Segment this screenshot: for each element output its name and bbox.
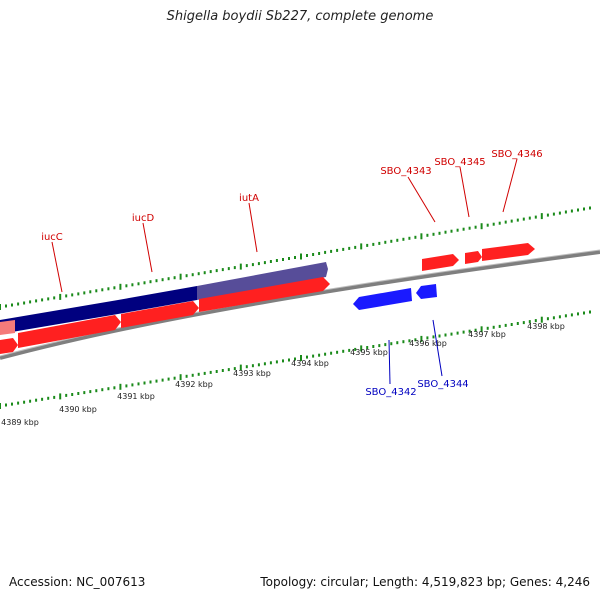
forward-gene-4 xyxy=(199,277,330,312)
outer-tick-ring xyxy=(0,206,591,310)
leader-iutA xyxy=(248,202,258,253)
map-title: Shigella boydii Sb227, complete genome xyxy=(166,9,434,24)
leader-SBO_4346 xyxy=(502,158,518,213)
leader-iucC xyxy=(51,241,63,293)
forward-gene-2 xyxy=(18,315,121,348)
forward-gene-SBO_4343 xyxy=(422,254,459,271)
reverse-gene-SBO_4344 xyxy=(416,284,437,299)
kbp-label: 4391 kbp xyxy=(117,392,155,401)
forward-gene-3 xyxy=(121,301,199,328)
forward-gene-1 xyxy=(0,338,18,354)
kbp-label: 4398 kbp xyxy=(527,322,565,331)
label-iucD: iucD xyxy=(132,213,155,224)
label-SBO_4344: SBO_4344 xyxy=(417,379,468,390)
kbp-label: 4396 kbp xyxy=(409,339,447,348)
leader-SBO_4344 xyxy=(432,319,443,377)
inner-tick-ring xyxy=(0,310,591,409)
reverse-gene-SBO_4342 xyxy=(353,288,412,310)
genome-summary: Topology: circular; Length: 4,519,823 bp… xyxy=(260,575,590,589)
label-iutA: iutA xyxy=(239,193,259,204)
label-iucC: iucC xyxy=(41,232,63,243)
leader-iucD xyxy=(142,222,153,273)
operon-start-pink xyxy=(0,320,15,335)
kbp-label: 4395 kbp xyxy=(350,348,388,357)
genome-backbone xyxy=(0,250,600,360)
label-SBO_4346: SBO_4346 xyxy=(491,149,542,160)
operon-segment-iucD xyxy=(118,286,197,314)
operon-segment-iucC xyxy=(0,300,118,334)
label-SBO_4345: SBO_4345 xyxy=(434,157,485,168)
label-SBO_4342: SBO_4342 xyxy=(365,387,416,398)
forward-gene-SBO_4345 xyxy=(465,251,482,264)
kbp-label: 4392 kbp xyxy=(175,380,213,389)
accession-label: Accession: NC_007613 xyxy=(9,575,146,589)
leader-SBO_4342 xyxy=(388,339,391,385)
operon-segment-iutA xyxy=(197,262,328,300)
forward-gene-SBO_4346 xyxy=(482,243,535,261)
kbp-label: 4389 kbp xyxy=(1,418,39,427)
leader-SBO_4343 xyxy=(407,176,436,223)
kbp-label: 4394 kbp xyxy=(291,359,329,368)
kbp-label: 4393 kbp xyxy=(233,369,271,378)
leader-SBO_4345 xyxy=(459,166,470,218)
kbp-label: 4390 kbp xyxy=(59,405,97,414)
kbp-label: 4397 kbp xyxy=(468,330,506,339)
label-SBO_4343: SBO_4343 xyxy=(380,166,431,177)
